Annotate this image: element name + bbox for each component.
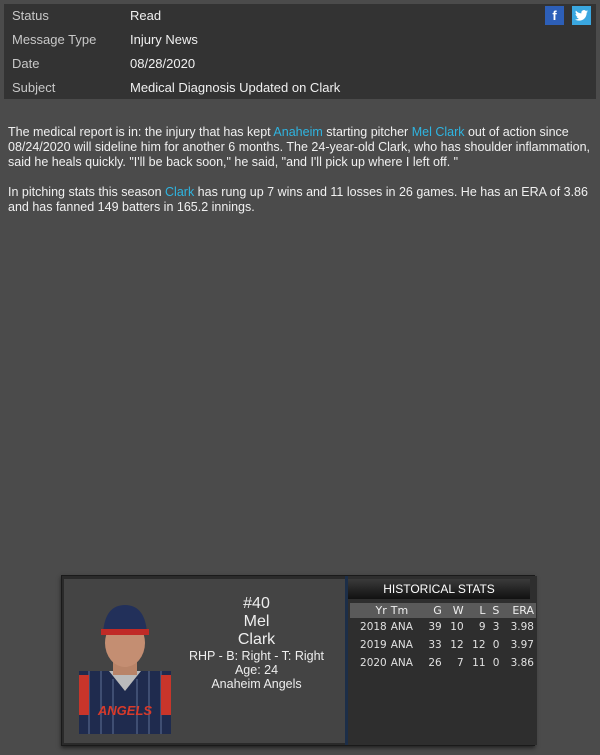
stats-cell: 0 [492,657,500,669]
article-body: The medical report is in: the injury tha… [8,125,596,230]
player-link[interactable]: Clark [165,185,195,199]
player-team: Anaheim Angels [211,677,302,691]
stats-header-row: Yr Tm G W L S ERA [350,603,536,618]
column-header[interactable]: Yr [350,603,389,618]
article-paragraph: The medical report is in: the injury tha… [8,125,596,170]
column-header[interactable]: G [421,603,444,618]
team-link[interactable]: Anaheim [273,125,323,139]
player-photo[interactable]: ANGELS [79,599,171,734]
stats-row: 2019 ANA 33 12 12 0 3.97 [350,636,536,654]
stats-cell: 2020 [360,657,387,669]
stats-cell: 2018 [360,621,387,633]
player-details: #40 Mel Clark RHP - B: Right - T: Right … [174,595,339,691]
message-header: Status Read Message Type Injury News Date 0… [4,4,596,99]
historical-stats-title: HISTORICAL STATS [348,579,530,599]
stats-cell: 26 [428,657,442,669]
historical-stats-panel: HISTORICAL STATS Yr Tm G W L S ERA 2018 ANA 39 10… [345,576,537,745]
status-label: Status [12,8,49,23]
column-header[interactable]: ERA [501,603,536,618]
text: In pitching stats this season [8,185,166,199]
jersey-logo: ANGELS [97,703,153,718]
stats-cell: ANA [390,657,413,669]
player-number: #40 [243,595,270,612]
stats-cell: 3.97 [510,639,534,651]
column-header[interactable]: L [465,603,488,618]
player-last-name: Clark [237,631,276,648]
text: starting pitcher [322,125,412,139]
stats-cell: 3.98 [510,621,534,633]
stats-cell: ANA [390,639,413,651]
status-value: Read [130,8,162,23]
stats-cell: 39 [428,621,442,633]
stats-cell: 7 [456,657,464,669]
text: has rung up 7 wins and 11 losses in 26 g… [8,185,588,214]
subject-value: Medical Diagnosis Updated on Clark [130,80,341,95]
player-info-panel: ANGELS #40 Mel Clark RHP - B: Right - T:… [64,579,345,743]
date-label: Date [12,56,40,71]
player-first-name: Mel [243,613,270,630]
article-paragraph: In pitching stats this season Clark has … [8,185,596,215]
stats-cell: 11 [472,657,486,669]
player-card: ANGELS #40 Mel Clark RHP - B: Right - T:… [61,575,537,746]
player-link[interactable]: Mel Clark [411,125,465,139]
stats-cell: 2019 [360,639,387,651]
stats-cell: 3 [492,621,500,633]
stats-cell: 33 [428,639,442,651]
twitter-icon[interactable] [572,6,591,25]
subject-label: Subject [12,80,56,95]
date-value: 08/28/2020 [130,56,196,71]
message-type-value: Injury News [130,32,198,47]
stats-cell: 3.86 [510,657,534,669]
player-bio: RHP - B: Right - T: Right [189,649,324,663]
stats-cell: 12 [472,639,486,651]
stats-cell: 10 [450,621,464,633]
column-header[interactable]: Tm [388,603,422,618]
message-type-label: Message Type [12,32,97,47]
column-header[interactable]: W [443,603,466,618]
stats-row: 2018 ANA 39 10 9 3 3.98 [350,618,536,636]
facebook-icon[interactable]: f [545,6,564,25]
stats-cell: 0 [492,639,500,651]
stats-row: 2020 ANA 26 7 11 0 3.86 [350,654,536,672]
column-header[interactable]: S [487,603,502,618]
text: out of action since 08/24/2020 will side… [8,125,591,169]
stats-cell: 9 [478,621,486,633]
stats-cell: 12 [450,639,464,651]
text: The medical report is in: the injury tha… [8,125,274,139]
stats-table: Yr Tm G W L S ERA 2018 ANA 39 10 9 3 3.98 2019 ANA 33 12… [350,603,536,672]
stats-cell: ANA [390,621,413,633]
player-age: Age: 24 [234,663,279,677]
